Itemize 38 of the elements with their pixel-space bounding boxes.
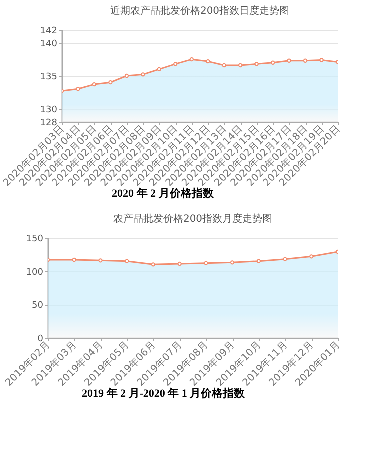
point (76, 87, 80, 92)
point (125, 259, 130, 264)
point (254, 62, 259, 66)
y-tick-label: 135 (40, 72, 58, 82)
text: 2020 年 2 月价格指数 (112, 188, 214, 200)
chart-title: 农产品批发价格200指数月度走势图 (113, 213, 273, 225)
point (320, 58, 324, 62)
y-tick-label: 142 (40, 26, 58, 36)
point (151, 262, 156, 267)
point (72, 258, 76, 262)
point (256, 259, 261, 264)
point (222, 63, 226, 68)
point (157, 67, 162, 72)
chart-title: 近期农产品批发价格200指数日度走势图 (110, 5, 290, 17)
y-tick-label: 140 (40, 40, 58, 50)
point (310, 254, 314, 259)
y-tick-label: 150 (26, 234, 44, 244)
y-tick-label: 128 (40, 118, 58, 128)
point (124, 74, 130, 78)
point (141, 72, 146, 77)
point (238, 63, 243, 68)
point (270, 60, 276, 65)
point (283, 257, 288, 262)
point (174, 62, 178, 66)
point (108, 80, 113, 85)
y-tick-label: 130 (40, 105, 58, 116)
text: 2019 年 2 月-2020 年 1 月价格指数 (82, 388, 246, 400)
point (230, 260, 235, 265)
point (204, 261, 208, 266)
point (98, 258, 103, 263)
y-tick-label: 100 (26, 268, 44, 278)
point (190, 57, 194, 62)
y-tick-label: 50 (32, 301, 44, 312)
point (92, 82, 97, 87)
point (287, 58, 292, 63)
point (178, 262, 182, 266)
point (206, 59, 210, 64)
point (303, 58, 308, 63)
